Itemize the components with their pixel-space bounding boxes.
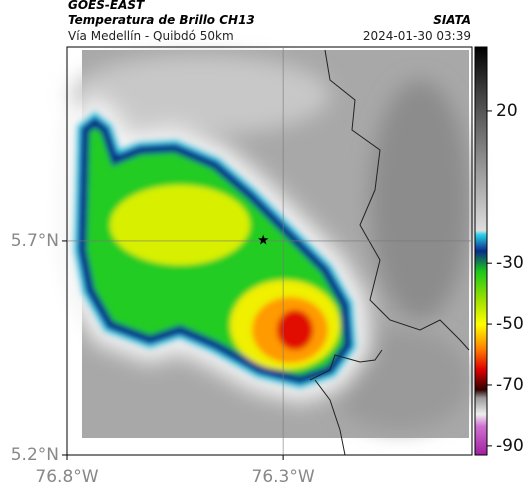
colorbar-tick-label: 20 [496,101,518,121]
location: Vía Medellín - Quibdó 50km [68,29,234,43]
colorbar: 20 -30 -50 -70 -90 [474,46,524,456]
x-tick-label: 76.3°W [252,467,315,487]
map: 76.8°W 76.3°W 5.2°N 5.7°N [11,46,473,487]
y-tick-label: 5.2°N [11,445,59,465]
colorbar-tick-label: -70 [496,375,524,395]
subtitle: Temperatura de Brillo CH13 [68,13,255,27]
x-tick-label: 76.8°W [35,467,98,487]
source: SIATA [433,13,471,27]
header: GOES-EAST Temperatura de Brillo CH13 Vía… [68,0,471,43]
cloud [82,122,348,380]
y-tick-label: 5.7°N [11,231,59,251]
datetime: 2024-01-30 03:39 [363,29,471,43]
colorbar-scale [474,46,488,456]
title: GOES-EAST [68,0,145,12]
colorbar-tick-label: -30 [496,253,524,273]
location-marker [258,234,269,245]
colorbar-tick-label: -90 [496,436,524,456]
colorbar-tick-label: -50 [496,314,524,334]
